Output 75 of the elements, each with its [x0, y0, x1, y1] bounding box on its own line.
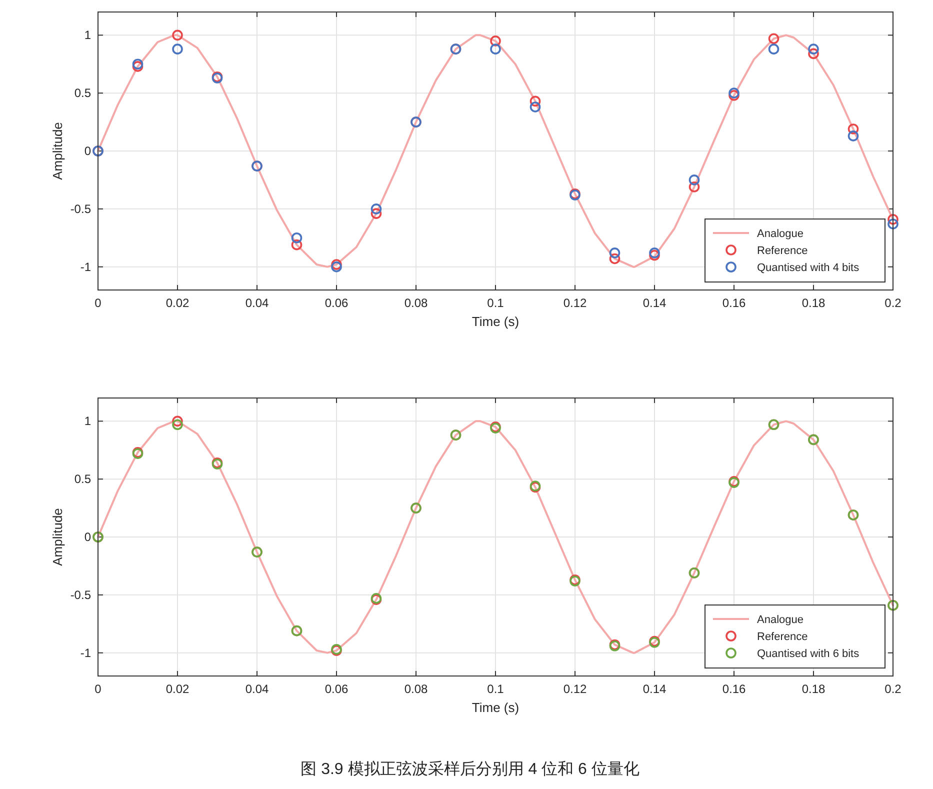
point [530, 102, 541, 112]
point [768, 44, 780, 54]
point [688, 174, 700, 186]
x-tick-label: 0 [94, 296, 102, 310]
x-tick-label: 0.18 [802, 682, 826, 696]
point [848, 130, 859, 142]
x-tick-label: 0.14 [642, 296, 666, 310]
x-tick-label: 0.1 [487, 296, 504, 310]
point [490, 44, 501, 54]
legend-label: Reference [757, 245, 808, 257]
x-tick-label: 0.16 [722, 296, 746, 310]
point [172, 30, 183, 41]
y-tick-label: -1 [80, 260, 92, 274]
point [649, 248, 660, 258]
y-tick-label: -0.5 [70, 202, 92, 216]
x-tick-label: 0 [94, 682, 102, 696]
point [649, 250, 660, 261]
point [132, 58, 144, 70]
x-axis-title: Time (s) [472, 314, 520, 329]
x-tick-label: 0.04 [245, 682, 269, 696]
y-tick-label: 1 [84, 414, 92, 428]
x-tick-label: 0.06 [324, 296, 348, 310]
point [291, 239, 302, 250]
caption: 图 3.9 模拟正弦波采样后分别用 4 位和 6 位量化 [300, 760, 640, 778]
point [609, 248, 620, 258]
y-tick-label: 0 [84, 530, 92, 544]
x-tick-label: 0.14 [642, 682, 666, 696]
legend-label: Quantised with 6 bits [757, 648, 860, 660]
y-tick-label: 0.5 [74, 472, 92, 486]
legend-label: Analogue [757, 614, 804, 626]
point [370, 204, 382, 214]
point [808, 48, 819, 60]
x-tick-label: 0.16 [722, 682, 746, 696]
point [728, 88, 740, 98]
x-tick-label: 0.18 [802, 296, 826, 310]
x-tick-label: 0.12 [563, 296, 587, 310]
point [888, 214, 898, 225]
x-tick-label: 0.08 [404, 682, 428, 696]
point [331, 261, 342, 272]
x-tick-label: 0.02 [166, 682, 190, 696]
point [132, 61, 144, 72]
x-tick-label: 0.2 [884, 682, 902, 696]
point [530, 96, 541, 107]
point [888, 218, 898, 230]
y-tick-label: -0.5 [70, 588, 92, 602]
legend-label: Analogue [757, 228, 804, 240]
y-tick-label: -1 [80, 646, 92, 660]
point [291, 232, 302, 244]
point [172, 419, 183, 430]
y-tick-label: 1 [84, 28, 92, 42]
point [609, 253, 620, 264]
point [331, 259, 342, 270]
point [768, 33, 780, 44]
legend-label: Quantised with 4 bits [757, 262, 860, 274]
point [848, 124, 859, 134]
y-axis-title: Amplitude [50, 508, 65, 566]
point [370, 208, 382, 219]
y-tick-label: 0 [84, 144, 92, 158]
legend-label: Reference [757, 631, 808, 643]
x-tick-label: 0.2 [884, 296, 902, 310]
point [808, 44, 819, 54]
x-tick-label: 0.04 [245, 296, 269, 310]
x-axis-title: Time (s) [472, 700, 520, 715]
x-tick-label: 0.02 [166, 296, 190, 310]
point [172, 44, 183, 54]
point [688, 182, 700, 192]
x-tick-label: 0.12 [563, 682, 587, 696]
point [728, 90, 740, 101]
x-tick-label: 0.1 [487, 682, 504, 696]
point [490, 36, 501, 46]
x-tick-label: 0.06 [324, 682, 348, 696]
y-axis-title: Amplitude [50, 122, 65, 180]
point [172, 416, 183, 427]
y-tick-label: 0.5 [74, 86, 92, 100]
x-tick-label: 0.08 [404, 296, 428, 310]
